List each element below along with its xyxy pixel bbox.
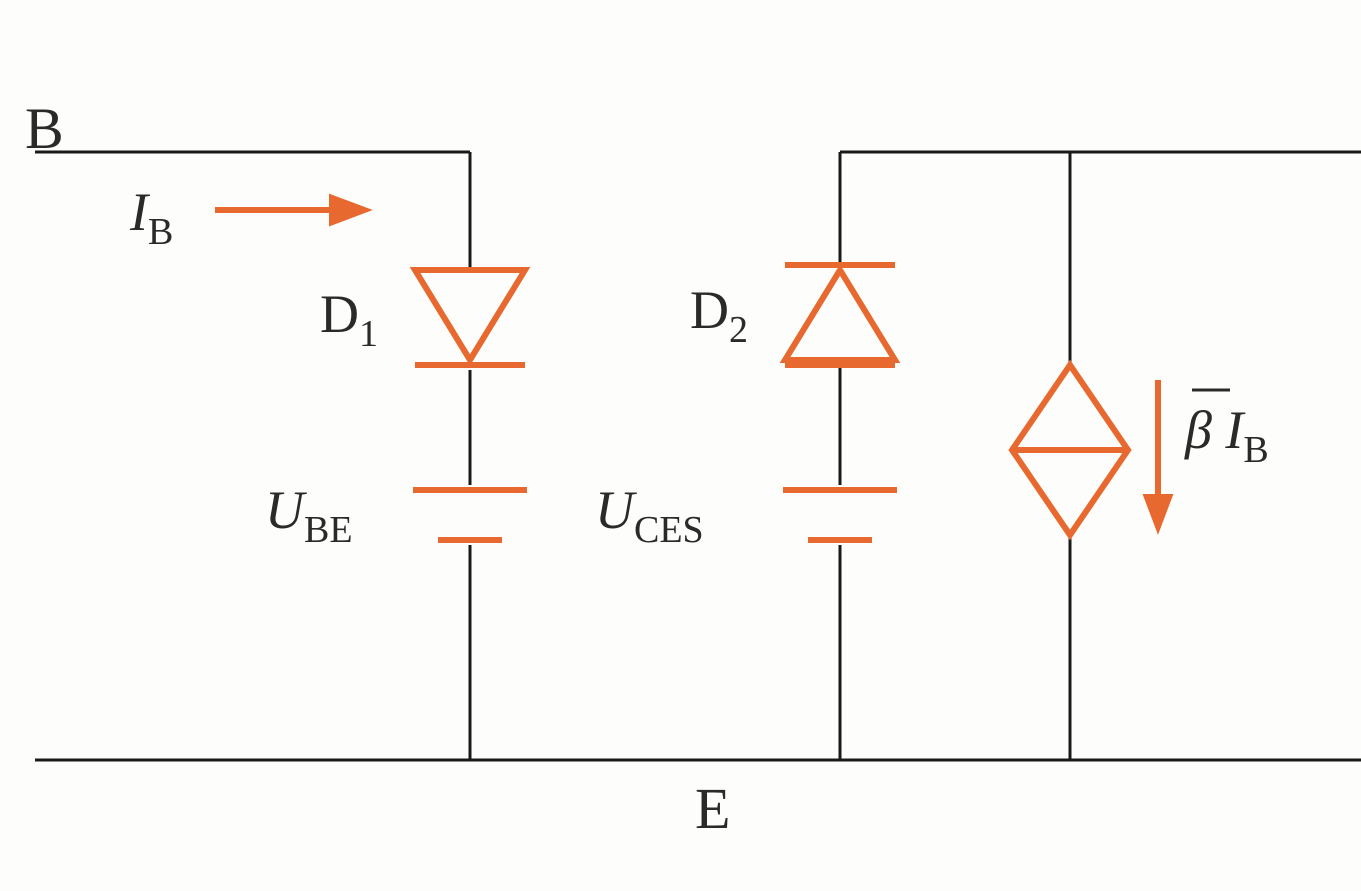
ib-arrow-head	[330, 195, 370, 225]
dependent-current-source	[1012, 365, 1128, 535]
node-b-label: B	[25, 96, 64, 161]
d1-triangle	[415, 270, 525, 360]
label-d1: D1	[320, 284, 378, 355]
node-e-label: E	[695, 776, 730, 841]
battery-ube	[413, 490, 527, 540]
arrow-beta-ib	[1144, 380, 1172, 532]
components	[215, 195, 1172, 540]
circuit-diagram: B E IB D1 D2 UBE UCES β IB	[20, 20, 1361, 871]
svg-text:β IB: β IB	[1184, 400, 1269, 471]
wires	[35, 152, 1361, 760]
d2-triangle	[785, 270, 895, 360]
battery-uces	[783, 490, 897, 540]
betaib-arrow-head	[1144, 495, 1172, 532]
label-uces: UCES	[595, 480, 704, 551]
label-ube: UBE	[265, 480, 353, 551]
label-ib: IB	[129, 182, 173, 253]
labels: B E IB D1 D2 UBE UCES β IB	[25, 96, 1269, 841]
diode-d2	[785, 265, 895, 365]
arrow-ib	[215, 195, 370, 225]
label-d2: D2	[690, 280, 748, 351]
diode-d1	[415, 270, 525, 365]
label-beta-ib: β IB	[1184, 390, 1269, 471]
